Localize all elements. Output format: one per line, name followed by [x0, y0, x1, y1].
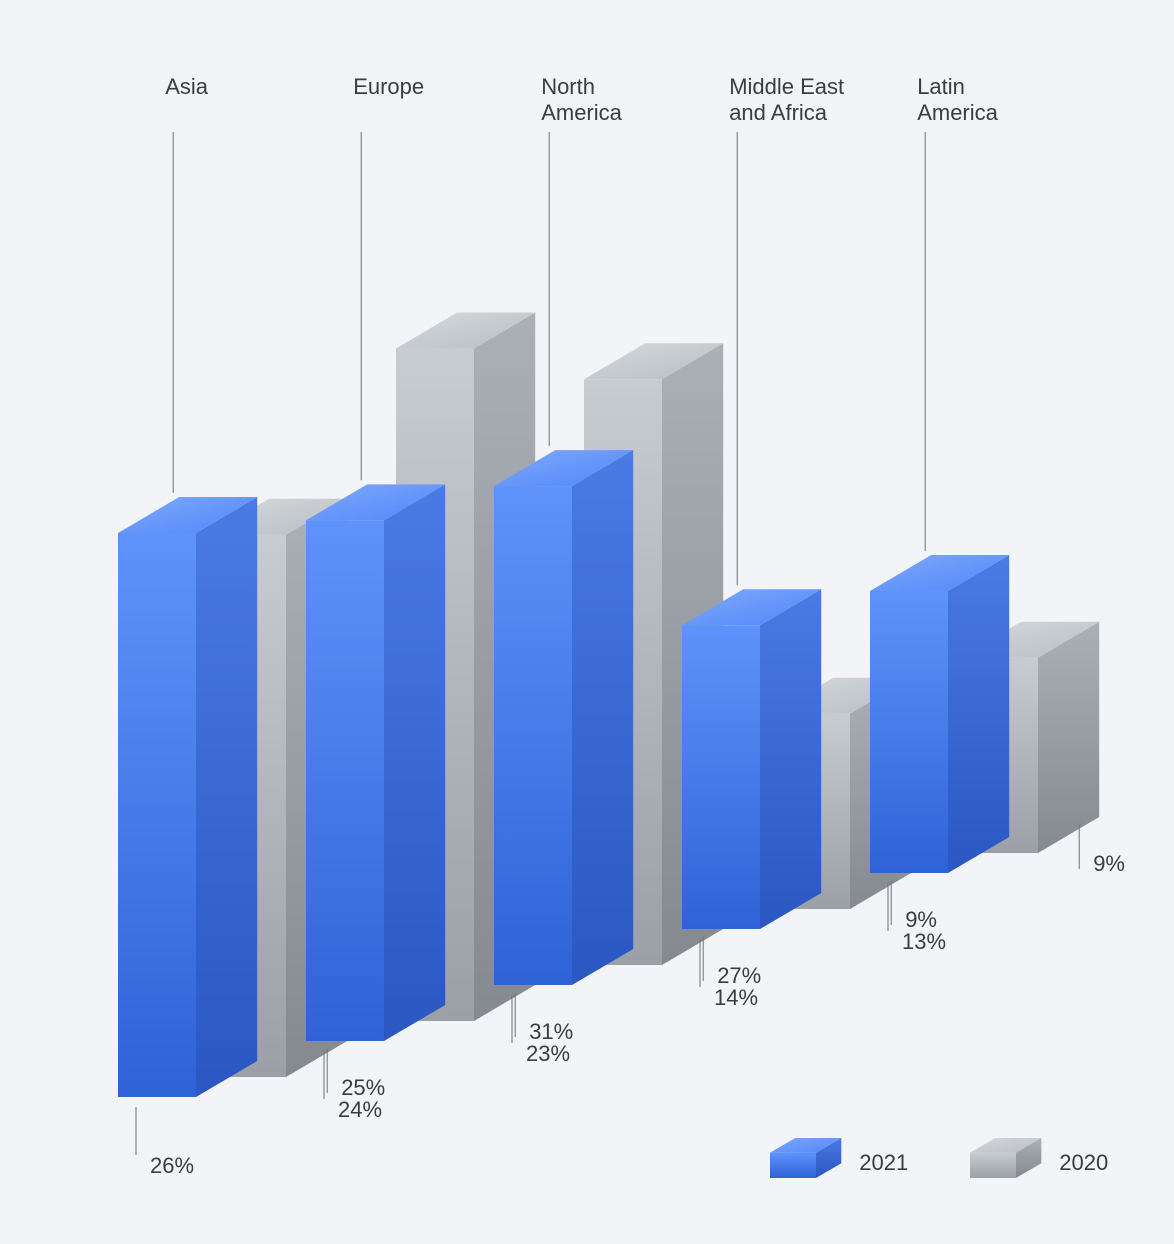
legend-cube-year_2021-front [770, 1153, 816, 1178]
value-label-3-2021: 14% [714, 985, 758, 1010]
isometric-bar-chart: Asia26%25%Europe24%31%NorthAmerica23%27%… [0, 0, 1174, 1244]
bar-2-2021-side [572, 450, 633, 985]
category-label-0: Asia [165, 74, 209, 99]
bar-3-2021-side [760, 589, 821, 929]
legend-label-year_2021: 2021 [859, 1150, 908, 1175]
value-label-0-2021: 26% [150, 1153, 194, 1178]
bar-2-2021-front [494, 486, 572, 985]
value-label-2-2021: 23% [526, 1041, 570, 1066]
category-label-3: Middle Eastand Africa [729, 74, 844, 125]
bar-3-2021-front [682, 625, 760, 929]
value-label-1-2021: 24% [338, 1097, 382, 1122]
category-label-1: Europe [353, 74, 424, 99]
bar-4-2020-side [1038, 622, 1099, 853]
bar-0-2021-front [118, 533, 196, 1097]
bar-4-2021-front [870, 591, 948, 873]
category-label-4: LatinAmerica [917, 74, 998, 125]
bar-1-2021-front [306, 520, 384, 1041]
value-label-4-2021: 13% [902, 929, 946, 954]
value-label-4-2020: 9% [1093, 851, 1125, 876]
legend-label-year_2020: 2020 [1059, 1150, 1108, 1175]
bar-1-2021-side [384, 484, 445, 1041]
bar-4-2021-side [948, 555, 1009, 873]
category-label-2: NorthAmerica [541, 74, 622, 125]
legend-cube-year_2020-front [970, 1153, 1016, 1178]
bar-0-2021-side [196, 497, 257, 1097]
